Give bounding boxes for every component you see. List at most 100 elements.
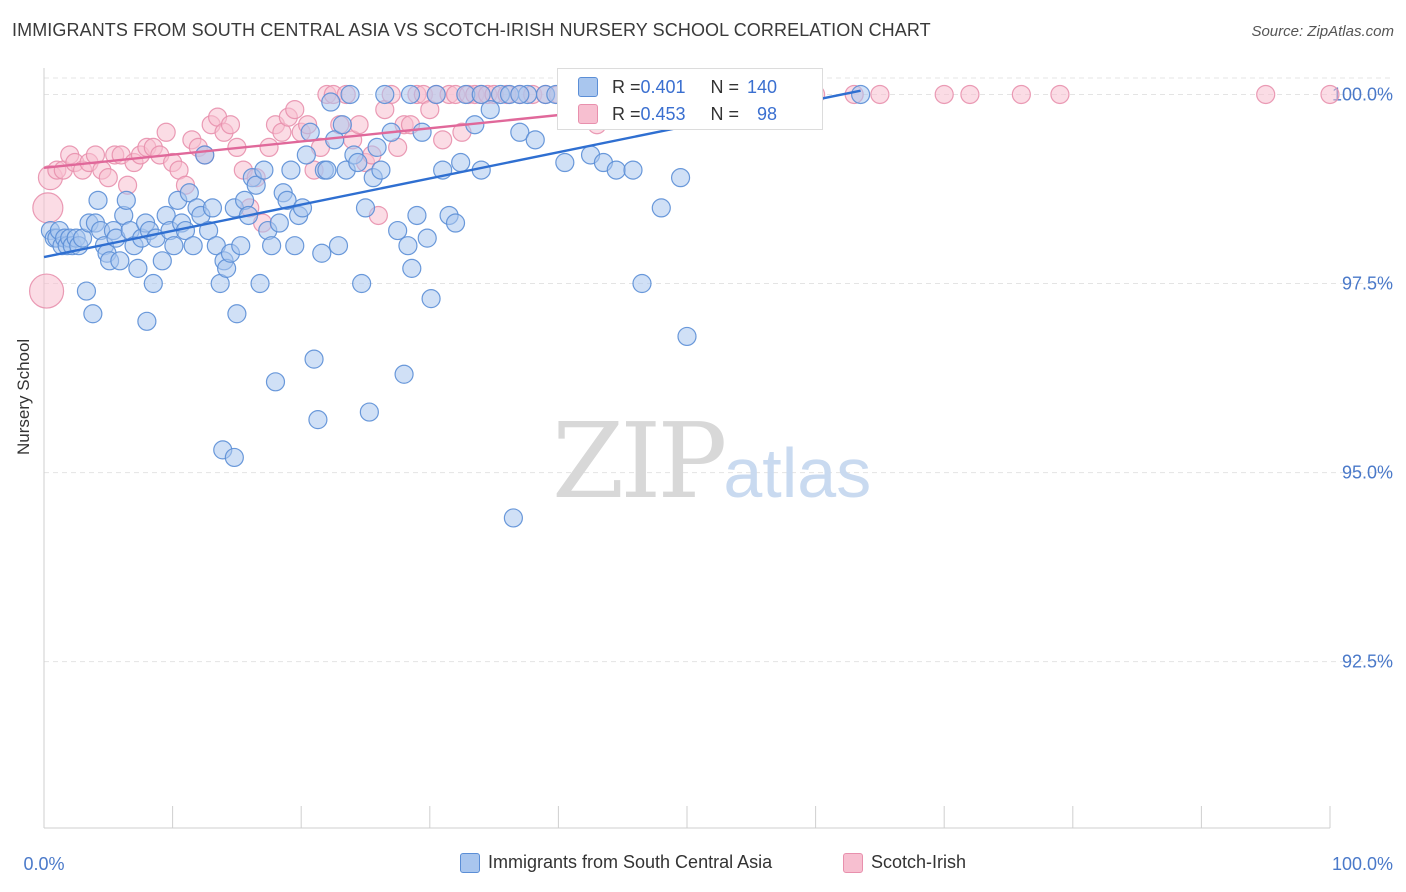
blue-point [128,258,148,278]
chart-title: IMMIGRANTS FROM SOUTH CENTRAL ASIA VS SC… [12,20,931,40]
y-tick-label: 92.5% [1342,652,1393,672]
blue-point [375,84,395,105]
legend-item-blue[interactable]: Immigrants from South Central Asia [460,852,772,873]
stats-row-pink: R = 0.453 N = 98 [578,101,777,127]
blue-point [143,273,163,294]
blue-point [421,289,441,309]
pink-point [285,99,305,120]
blue-point [398,236,418,256]
blue-point [277,190,297,210]
stats-n-value: 140 [747,76,778,97]
stats-r-label: R = [612,103,641,124]
blue-point [328,236,349,256]
pink-point [349,115,369,135]
blue-point [480,99,500,120]
blue-point [321,92,341,112]
blue-point [137,311,157,331]
blue-point [367,137,387,158]
stats-n-value: 98 [757,103,778,124]
blue-point [312,243,332,263]
legend-label-pink: Scotch-Irish [871,852,967,872]
pink-point [1256,84,1276,105]
legend-label-blue: Immigrants from South Central Asia [488,852,773,872]
blue-swatch-icon [460,852,480,873]
blue-point [250,273,270,294]
blue-point [317,160,337,180]
blue-swatch-icon [578,77,598,97]
blue-point [371,160,391,180]
stats-n-label: N = [710,103,740,124]
blue-point [262,236,282,256]
pink-swatch-icon [578,104,598,124]
blue-point [632,273,652,294]
chart-legend: Immigrants from South Central Asia Scotc… [0,852,1406,878]
pink-point [433,130,453,150]
blue-point [348,152,368,173]
blue-point [471,84,491,105]
legend-item-pink[interactable]: Scotch-Irish [843,852,966,873]
blue-point [426,84,446,105]
blue-point [164,236,184,256]
blue-point [116,190,136,210]
watermark: ZIPatlas [552,400,871,522]
source-attribution: Source: ZipAtlas.com [1251,23,1394,40]
blue-point [76,281,97,301]
y-tick-label: 97.5% [1342,274,1393,294]
blue-point [246,175,266,195]
blue-point [445,213,466,233]
blue-point [402,258,422,278]
blue-point [269,213,289,233]
blue-point [412,122,432,142]
pink-point [1320,84,1340,105]
blue-point [308,410,328,430]
stats-r-value: 0.453 [640,103,686,124]
pink-point [259,137,279,158]
blue-point [281,160,301,180]
blue-point [224,447,244,468]
stats-r-label: R = [612,76,641,97]
pink-point [1011,84,1031,105]
stats-n-label: N = [710,76,740,97]
blue-point [110,251,130,271]
blue-point [296,145,316,165]
blue-point [510,84,530,105]
blue-point [199,220,219,241]
stats-r-value: 0.401 [640,76,686,97]
x-tick-label: 100.0% [1332,854,1393,874]
pink-swatch-icon [843,852,863,873]
pink-point [220,115,241,135]
pink-point [934,84,954,105]
blue-point [525,130,545,150]
blue-point [503,508,523,528]
pink-point [156,122,176,142]
y-axis-label: Nursery School [14,338,33,455]
pink-point [98,168,118,188]
blue-point [285,236,305,256]
blue-point [195,145,215,165]
blue-point [227,304,247,324]
blue-point [677,326,697,347]
blue-point [407,205,427,226]
blue-point [292,198,313,218]
pink-point [32,192,64,224]
stats-row-blue: R = 0.401 N = 140 [578,74,777,100]
blue-point [231,236,251,256]
y-tick-label: 95.0% [1342,463,1393,483]
blue-point [623,160,643,180]
blue-point [352,273,372,294]
blue-point [394,364,414,384]
x-tick-label: 0.0% [23,854,64,874]
blue-point [606,160,626,180]
watermark-zip: ZIP [552,400,727,522]
stats-legend: R = 0.401 N = 140 R = 0.453 N = 98 [557,68,823,130]
blue-point [83,304,103,324]
blue-point [300,122,320,142]
blue-point [304,349,324,369]
blue-point [254,160,274,180]
blue-point [451,152,471,173]
blue-point [202,198,223,218]
pink-point [870,84,890,105]
watermark-atlas: atlas [723,434,872,512]
blue-point [388,220,408,241]
blue-point [340,84,360,105]
